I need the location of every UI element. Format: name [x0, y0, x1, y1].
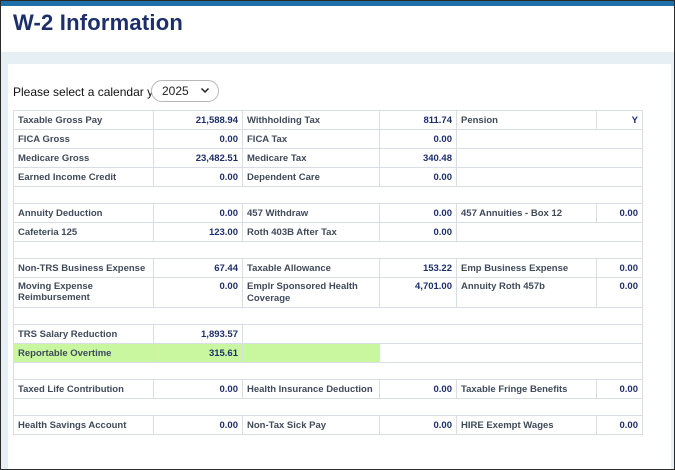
health-insurance-deduction-value: 0.00 [379, 379, 457, 399]
medicare-tax-value: 340.48 [379, 148, 457, 168]
empty-cell [456, 222, 643, 242]
annuity-roth-457b-value: 0.00 [596, 277, 643, 308]
trs-salary-reduction-value: 1,893.57 [153, 324, 243, 344]
fica-tax-value: 0.00 [379, 129, 457, 149]
hire-exempt-wages-label: HIRE Exempt Wages [456, 415, 597, 435]
moving-expense-reimbursement-label: Moving Expense Reimbursement [13, 277, 154, 308]
non-trs-business-expense-label: Non-TRS Business Expense [13, 258, 154, 278]
taxed-life-contribution-label: Taxed Life Contribution [13, 379, 154, 399]
roth-403b-after-tax-label: Roth 403B After Tax [242, 222, 380, 242]
taxable-fringe-benefits-value: 0.00 [596, 379, 643, 399]
spacer-row [13, 398, 643, 416]
year-select-value: 2025 [162, 84, 189, 98]
table-row: Moving Expense Reimbursement 0.00 Emplr … [13, 277, 643, 308]
457-withdraw-label: 457 Withdraw [242, 203, 380, 223]
hire-exempt-wages-value: 0.00 [596, 415, 643, 435]
page-header: W-2 Information [1, 6, 674, 52]
health-savings-account-label: Health Savings Account [13, 415, 154, 435]
457-annuities-box12-label: 457 Annuities - Box 12 [456, 203, 597, 223]
cafeteria-125-value: 123.00 [153, 222, 243, 242]
empty-cell [379, 343, 643, 363]
annuity-deduction-value: 0.00 [153, 203, 243, 223]
reportable-overtime-label: Reportable Overtime [13, 343, 154, 363]
taxable-allowance-label: Taxable Allowance [242, 258, 380, 278]
medicare-tax-label: Medicare Tax [242, 148, 380, 168]
fica-gross-value: 0.00 [153, 129, 243, 149]
empty-cell [242, 324, 643, 344]
457-withdraw-value: 0.00 [379, 203, 457, 223]
table-row: FICA Gross 0.00 FICA Tax 0.00 [13, 129, 643, 149]
spacer-row [13, 307, 643, 325]
table-row: Cafeteria 125 123.00 Roth 403B After Tax… [13, 222, 643, 242]
dependent-care-label: Dependent Care [242, 167, 380, 187]
year-select-label: Please select a calendar year: [13, 85, 174, 99]
table-row: Reportable Overtime 315.61 [13, 343, 643, 363]
pension-value: Y [596, 110, 643, 130]
spacer-row [13, 186, 643, 204]
top-accent-bar [1, 1, 674, 6]
emplr-sponsored-health-coverage-value: 4,701.00 [379, 277, 457, 308]
table-row: Taxable Gross Pay 21,588.94 Withholding … [13, 110, 643, 130]
spacer-row [13, 241, 643, 259]
table-row: Taxed Life Contribution 0.00 Health Insu… [13, 379, 643, 399]
spacer-cell [13, 241, 643, 259]
spacer-cell [13, 362, 643, 380]
trs-salary-reduction-label: TRS Salary Reduction [13, 324, 154, 344]
withholding-tax-value: 811.74 [379, 110, 457, 130]
medicare-gross-value: 23,482.51 [153, 148, 243, 168]
fica-tax-label: FICA Tax [242, 129, 380, 149]
health-savings-account-value: 0.00 [153, 415, 243, 435]
chevron-down-icon [200, 87, 210, 94]
page-title: W-2 Information [13, 10, 183, 35]
cafeteria-125-label: Cafeteria 125 [13, 222, 154, 242]
empty-cell [456, 148, 643, 168]
roth-403b-after-tax-value: 0.00 [379, 222, 457, 242]
taxable-gross-pay-label: Taxable Gross Pay [13, 110, 154, 130]
spacer-cell [13, 307, 643, 325]
table-row: Non-TRS Business Expense 67.44 Taxable A… [13, 258, 643, 278]
spacer-row [13, 362, 643, 380]
emplr-sponsored-health-coverage-label: Emplr Sponsored Health Coverage [242, 277, 380, 308]
w2-table: Taxable Gross Pay 21,588.94 Withholding … [13, 110, 643, 435]
table-row: TRS Salary Reduction 1,893.57 [13, 324, 643, 344]
annuity-roth-457b-label: Annuity Roth 457b [456, 277, 597, 308]
table-row: Health Savings Account 0.00 Non-Tax Sick… [13, 415, 643, 435]
emp-business-expense-label: Emp Business Expense [456, 258, 597, 278]
457-annuities-box12-value: 0.00 [596, 203, 643, 223]
non-tax-sick-pay-value: 0.00 [379, 415, 457, 435]
dependent-care-value: 0.00 [379, 167, 457, 187]
table-row: Medicare Gross 23,482.51 Medicare Tax 34… [13, 148, 643, 168]
empty-cell [456, 129, 643, 149]
moving-expense-reimbursement-value: 0.00 [153, 277, 243, 308]
pension-label: Pension [456, 110, 597, 130]
emp-business-expense-value: 0.00 [596, 258, 643, 278]
taxable-fringe-benefits-label: Taxable Fringe Benefits [456, 379, 597, 399]
earned-income-credit-label: Earned Income Credit [13, 167, 154, 187]
empty-cell [456, 167, 643, 187]
non-tax-sick-pay-label: Non-Tax Sick Pay [242, 415, 380, 435]
taxable-gross-pay-value: 21,588.94 [153, 110, 243, 130]
medicare-gross-label: Medicare Gross [13, 148, 154, 168]
withholding-tax-label: Withholding Tax [242, 110, 380, 130]
highlight-cell [242, 343, 380, 363]
table-row: Earned Income Credit 0.00 Dependent Care… [13, 167, 643, 187]
health-insurance-deduction-label: Health Insurance Deduction [242, 379, 380, 399]
earned-income-credit-value: 0.00 [153, 167, 243, 187]
year-select[interactable]: 2025 [151, 80, 219, 102]
fica-gross-label: FICA Gross [13, 129, 154, 149]
taxable-allowance-value: 153.22 [379, 258, 457, 278]
spacer-cell [13, 398, 643, 416]
non-trs-business-expense-value: 67.44 [153, 258, 243, 278]
table-row: Annuity Deduction 0.00 457 Withdraw 0.00… [13, 203, 643, 223]
reportable-overtime-value: 315.61 [153, 343, 243, 363]
annuity-deduction-label: Annuity Deduction [13, 203, 154, 223]
taxed-life-contribution-value: 0.00 [153, 379, 243, 399]
spacer-cell [13, 186, 643, 204]
